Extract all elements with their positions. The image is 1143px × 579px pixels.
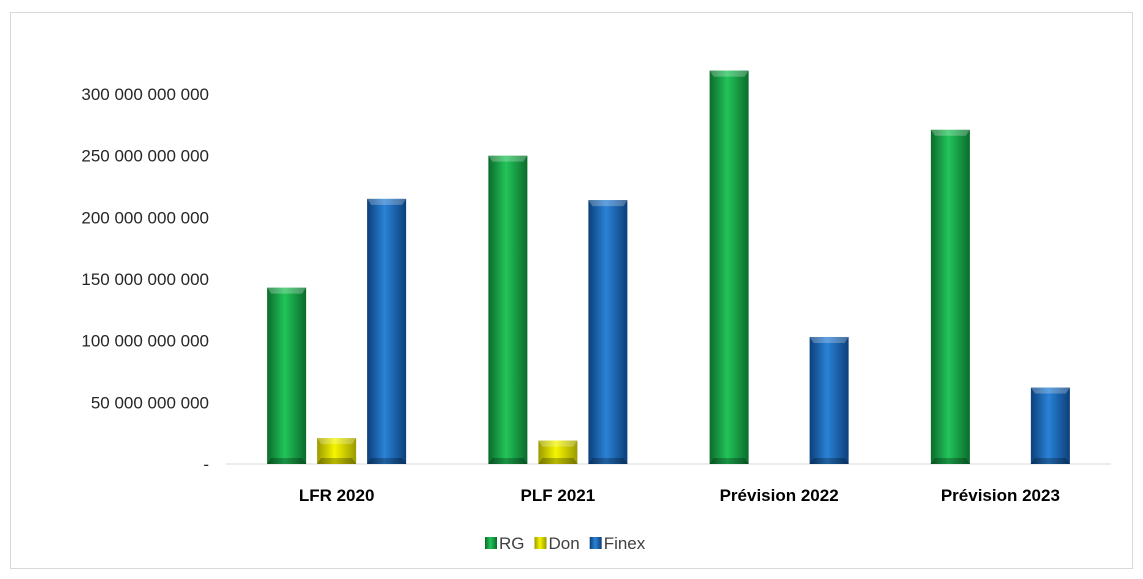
bar-finex-3	[1030, 387, 1070, 464]
y-tick-label: -	[203, 455, 209, 474]
x-category-label: PLF 2021	[521, 486, 596, 505]
bar-finex-2	[809, 336, 849, 464]
y-axis: - 50 000 000 000 100 000 000 000 150 000 00…	[81, 85, 209, 474]
x-category-label: Prévision 2023	[941, 486, 1060, 505]
legend-label: Don	[549, 534, 580, 553]
legend-item-rg: RG	[485, 534, 525, 553]
y-tick-label: 300 000 000 000	[81, 85, 209, 104]
bar-rg-3	[930, 129, 970, 464]
legend-label: Finex	[604, 534, 646, 553]
bar-finex-0	[367, 198, 407, 465]
x-category-label: LFR 2020	[299, 486, 375, 505]
legend-item-don: Don	[534, 534, 580, 553]
bar-chart: - 50 000 000 000 100 000 000 000 150 000 00…	[81, 70, 1111, 553]
legend-item-finex: Finex	[589, 534, 646, 553]
y-tick-label: 200 000 000 000	[81, 208, 209, 227]
bar-rg-1	[488, 155, 528, 464]
y-tick-label: 50 000 000 000	[91, 393, 209, 412]
bar-don-1	[538, 440, 578, 464]
bar-rg-2	[709, 70, 749, 465]
y-tick-label: 100 000 000 000	[81, 332, 209, 351]
x-axis-labels: LFR 2020 PLF 2021 Prévision 2022 Prévision …	[299, 486, 1060, 505]
chart-frame: - 50 000 000 000 100 000 000 000 150 000 00…	[10, 12, 1133, 569]
y-tick-label: 250 000 000 000	[81, 147, 209, 166]
legend: RG Don Finex	[485, 534, 646, 553]
x-category-label: Prévision 2022	[720, 486, 839, 505]
legend-swatch	[589, 537, 602, 549]
legend-label: RG	[499, 534, 525, 553]
y-tick-label: 150 000 000 000	[81, 270, 209, 289]
bar-don-0	[317, 438, 357, 464]
bar-finex-1	[588, 200, 628, 465]
bar-rg-0	[267, 287, 307, 464]
legend-swatch	[485, 537, 497, 549]
legend-swatch	[534, 537, 547, 549]
bars	[267, 70, 1070, 465]
